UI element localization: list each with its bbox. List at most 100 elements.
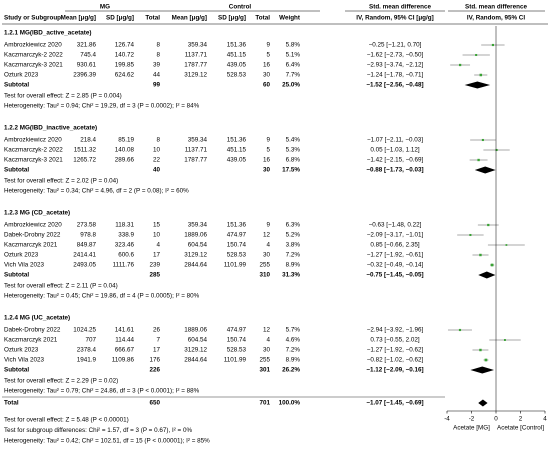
study-name: Ambrozkiewicz 2020 xyxy=(4,137,62,144)
study-name: Vich Vila 2023 xyxy=(4,357,45,364)
study-name: Ozturk 2023 xyxy=(4,72,39,79)
total-cell: 255 xyxy=(259,357,270,364)
weight-cell: 6.4% xyxy=(286,62,301,69)
weight-cell: 26.2% xyxy=(282,367,300,374)
total-cell: 4 xyxy=(266,337,270,344)
test-text: Test for overall effect: Z = 2.85 (P = 0… xyxy=(4,93,122,100)
ci-cell: −1.24 [−1.78, −0.71] xyxy=(367,72,424,79)
point-estimate xyxy=(487,223,490,227)
sd-cell: 140.08 xyxy=(115,147,135,154)
mean-cell: 1889.06 xyxy=(184,327,207,334)
heterogeneity-text: Heterogeneity: Tau² = 0.34; Chi² = 4.96,… xyxy=(4,188,189,195)
weight-cell: 31.3% xyxy=(282,272,300,279)
ci-cell: −1.42 [−2.15, −0.69] xyxy=(367,157,424,164)
point-estimate xyxy=(481,138,484,142)
ci-cell: 0.85 [−0.66, 2.35] xyxy=(370,242,419,249)
sd-cell: 624.62 xyxy=(115,72,135,79)
ci-cell: −1.27 [−1.92, −0.61] xyxy=(367,252,424,259)
mean-cell: 3129.12 xyxy=(184,347,207,354)
total-cell: 255 xyxy=(259,262,270,269)
ci-cell: −2.09 [−3.17, −1.01] xyxy=(367,232,424,239)
subgroup-title: 1.2.1 MG(IBD_active_acetate) xyxy=(4,30,92,37)
total-cell: 310 xyxy=(259,272,270,279)
group-header: Control xyxy=(229,4,252,11)
ci-cell: 0.73 [−0.55, 2.02] xyxy=(370,337,419,344)
ci-cell: −1.12 [−2.09, −0.16] xyxy=(366,367,423,374)
study-name: Ozturk 2023 xyxy=(4,347,39,354)
study-name: Ambrozkiewicz 2020 xyxy=(4,222,62,229)
total-cell: 226 xyxy=(149,367,160,374)
sd-cell: 1101.99 xyxy=(224,262,247,269)
column-header: Total xyxy=(255,15,270,22)
mean-cell: 3129.12 xyxy=(184,252,207,259)
mean-cell: 1941.9 xyxy=(77,357,97,364)
weight-cell: 7.2% xyxy=(286,347,301,354)
mean-cell: 2414.41 xyxy=(73,252,96,259)
heterogeneity-text: Heterogeneity: Tau² = 0.79; Chi² = 24.86… xyxy=(4,388,200,395)
mean-cell: 2844.64 xyxy=(184,262,207,269)
test-text: Test for overall effect: Z = 2.02 (P = 0… xyxy=(4,178,118,185)
column-header: Std. mean difference xyxy=(369,4,431,11)
total-cell: 99 xyxy=(153,82,161,89)
ci-cell: −2.94 [−3.92, −1.96] xyxy=(367,327,424,334)
column-header: SD [μg/g] xyxy=(218,15,246,22)
total-cell: 8 xyxy=(156,137,160,144)
weight-cell: 5.3% xyxy=(286,147,301,154)
sd-cell: 600.6 xyxy=(118,252,134,259)
mean-cell: 1787.77 xyxy=(184,157,207,164)
total-cell: 650 xyxy=(149,400,160,407)
column-header: IV, Random, 95% CI [μg/g] xyxy=(356,15,433,22)
weight-cell: 100.0% xyxy=(279,400,301,407)
ci-cell: −1.27 [−1.92, −0.62] xyxy=(367,347,424,354)
sd-cell: 126.74 xyxy=(115,42,135,49)
total-cell: 9 xyxy=(266,42,270,49)
ci-cell: −0.88 [−1.73, −0.03] xyxy=(366,167,423,174)
total-cell: 10 xyxy=(153,232,161,239)
study-name: Ozturk 2023 xyxy=(4,252,39,259)
mean-cell: 3129.12 xyxy=(184,72,207,79)
weight-cell: 25.0% xyxy=(282,82,300,89)
sd-cell: 118.31 xyxy=(115,222,134,229)
weight-cell: 5.4% xyxy=(286,137,301,144)
group-header: MG xyxy=(100,4,110,11)
mean-cell: 1024.25 xyxy=(73,327,96,334)
sd-cell: 1101.99 xyxy=(224,357,247,364)
point-estimate xyxy=(479,348,482,352)
study-name: Ambrozkiewicz 2020 xyxy=(4,42,62,49)
weight-cell: 4.6% xyxy=(286,337,301,344)
weight-cell: 5.1% xyxy=(286,52,301,59)
weight-cell: 6.3% xyxy=(286,222,301,229)
sd-cell: 150.74 xyxy=(227,337,247,344)
sd-cell: 528.53 xyxy=(227,72,247,79)
footer-text: Test for overall effect: Z = 5.48 (P < 0… xyxy=(4,417,129,424)
x-tick-label: -4 xyxy=(444,416,450,423)
mean-cell: 218.4 xyxy=(80,137,96,144)
total-cell: 7 xyxy=(156,337,160,344)
sd-cell: 151.36 xyxy=(227,222,247,229)
diamond xyxy=(478,271,496,279)
mean-cell: 707 xyxy=(85,337,96,344)
ci-cell: −0.75 [−1.45, −0.05] xyxy=(366,272,423,279)
total-cell: 9 xyxy=(266,137,270,144)
x-tick-label: 0 xyxy=(494,416,498,423)
footer-text: Heterogeneity: Tau² = 0.42; Chi² = 102.5… xyxy=(4,438,210,445)
test-text: Test for overall effect: Z = 2.29 (P = 0… xyxy=(4,378,118,385)
total-cell: 26 xyxy=(153,327,161,334)
sd-cell: 140.72 xyxy=(115,52,135,59)
mean-cell: 1137.71 xyxy=(185,147,208,154)
weight-cell: 5.7% xyxy=(286,327,301,334)
sd-cell: 114.44 xyxy=(115,337,134,344)
diamond xyxy=(464,81,491,89)
ci-cell: −1.07 [−2.11, −0.03] xyxy=(367,137,423,144)
x-axis-label: Acetate [MG] xyxy=(453,425,490,432)
total-cell: 5 xyxy=(266,147,270,154)
total-cell: 30 xyxy=(263,347,271,354)
mean-cell: 1511.32 xyxy=(74,147,97,154)
point-estimate xyxy=(458,328,462,332)
ci-cell: −1.52 [−2.56, −0.48] xyxy=(366,82,423,89)
sd-cell: 199.85 xyxy=(115,62,135,69)
total-cell: 16 xyxy=(263,62,271,69)
total-cell: 16 xyxy=(263,157,271,164)
total-cell: 30 xyxy=(263,167,271,174)
total-cell: 4 xyxy=(266,242,270,249)
